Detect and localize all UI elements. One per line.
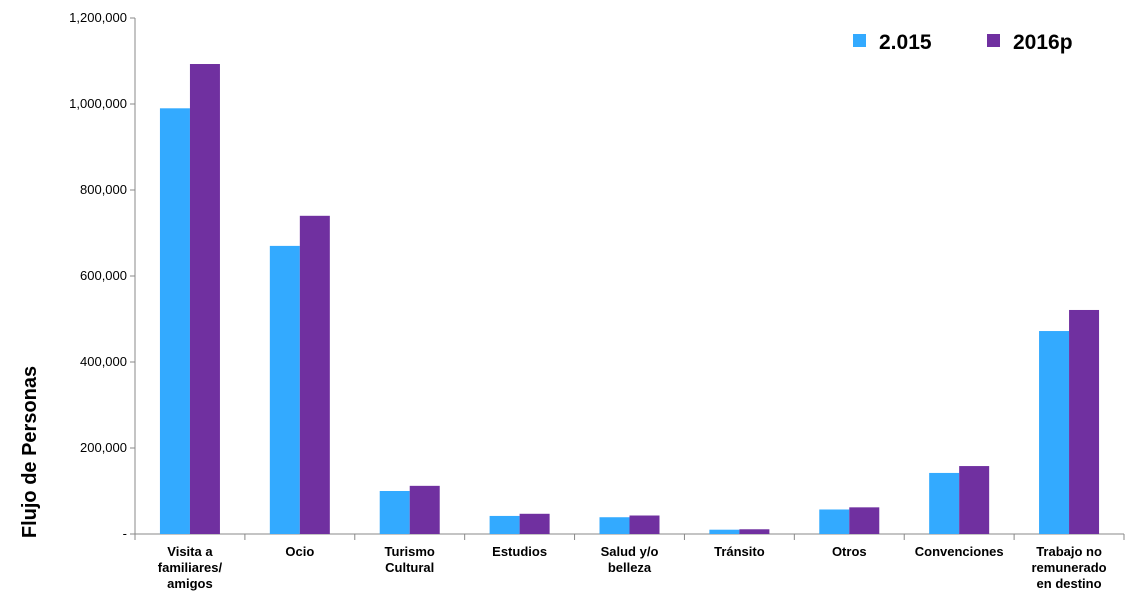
- bar-2016p: [959, 466, 990, 534]
- bar-2015: [709, 529, 740, 534]
- bar-2016p: [299, 215, 330, 535]
- x-tick-label: Otros: [832, 544, 867, 559]
- y-tick-label: 400,000: [80, 354, 127, 369]
- x-tick-label: Salud y/o belleza: [601, 544, 659, 575]
- bar-2016p: [189, 64, 220, 534]
- y-tick-label: 1,200,000: [69, 10, 127, 25]
- x-tick-label: Visita a familiares/amigos: [158, 544, 223, 591]
- bar-2016p: [629, 515, 660, 534]
- bar-2016p: [739, 529, 770, 534]
- x-tick-label: Trabajo no remunerado en destino: [1031, 544, 1106, 591]
- bar-2015: [379, 491, 410, 534]
- y-tick-label: 800,000: [80, 182, 127, 197]
- bar-2015: [159, 108, 190, 535]
- labels-layer: Visita a familiares/amigos Ocio Turismo Cult…: [158, 544, 1107, 591]
- bar-2015: [599, 517, 630, 534]
- bar-2016p: [849, 507, 880, 534]
- x-tick-label: Turismo Cultural: [385, 544, 435, 575]
- legend-swatch: [853, 34, 866, 47]
- legend-label: 2.015: [879, 31, 932, 54]
- legend: 2.015 2016p: [853, 31, 1073, 54]
- legend-label: 2016p: [1013, 31, 1073, 54]
- bar-2016p: [519, 513, 550, 534]
- y-tick-label: -: [123, 526, 127, 541]
- bar-2016p: [1069, 309, 1100, 534]
- y-tick-label: 600,000: [80, 268, 127, 283]
- x-tick-label: Convenciones: [915, 544, 1004, 559]
- y-axis-label: Flujo de Personas: [19, 366, 41, 538]
- axis-layer: - 200,000 400,000 600,000 800,000 1,000,000 1,…: [69, 10, 1125, 541]
- bar-2016p: [409, 485, 440, 534]
- y-tick-label: 1,000,000: [69, 96, 127, 111]
- bar-2015: [819, 509, 850, 534]
- bar-2015: [489, 515, 520, 534]
- x-tick-label: Tránsito: [714, 544, 765, 559]
- bar-2015: [1039, 331, 1070, 534]
- x-tick-label: Estudios: [492, 544, 547, 559]
- bars-layer: [159, 64, 1100, 535]
- bar-2015: [269, 245, 300, 534]
- x-tick-label: Ocio: [285, 544, 314, 559]
- y-tick-label: 200,000: [80, 440, 127, 455]
- legend-swatch: [987, 34, 1000, 47]
- bar-2015: [929, 472, 960, 534]
